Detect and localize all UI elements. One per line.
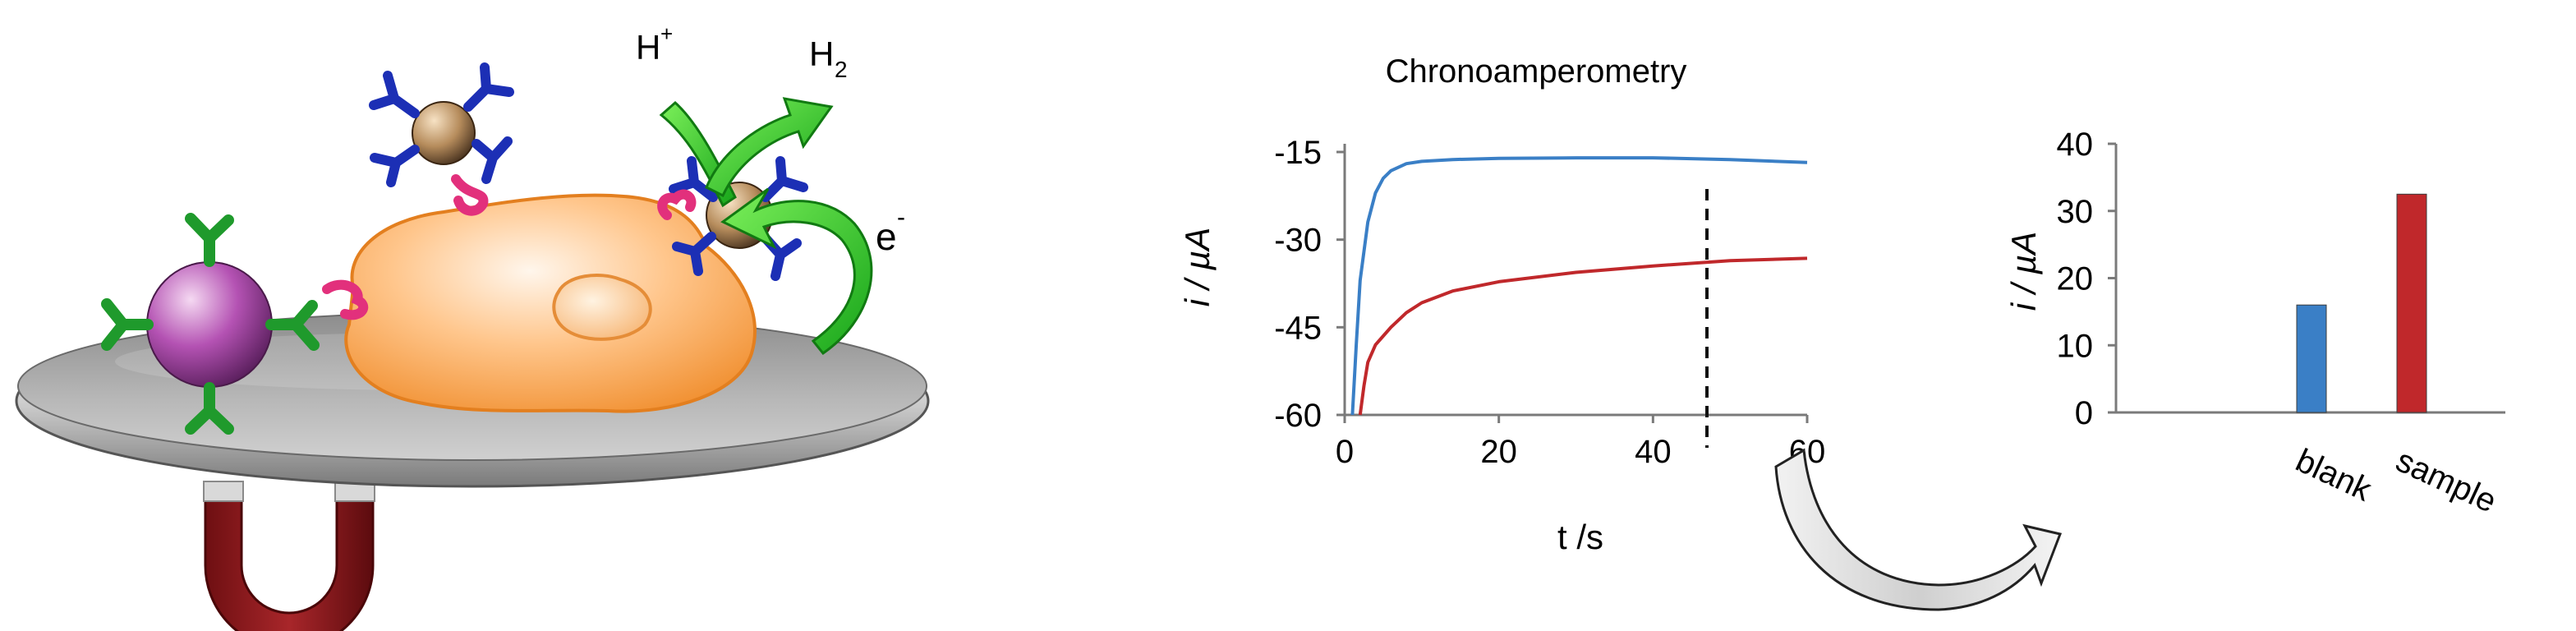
- curved-arrow-icon: [705, 97, 834, 198]
- receptor-icon: [451, 174, 489, 216]
- hydrogen-subscript: 2: [835, 57, 848, 82]
- bar-y-tick-label: 30: [2057, 194, 2094, 230]
- nanoparticle-top: [369, 62, 514, 216]
- bar-y-axis-label: i / µA: [2004, 232, 2043, 311]
- magnetic-bead: [101, 213, 369, 435]
- bar-y-tick-label: 40: [2057, 127, 2094, 163]
- y-tick-label: -60: [1274, 398, 1322, 434]
- receptor-icon: [657, 189, 697, 220]
- series-line-1: [1358, 256, 1808, 416]
- hydrogen-evolution-arrows: [659, 97, 873, 356]
- x-tick-label: 40: [1635, 434, 1672, 470]
- antibody-green-icon: [101, 213, 320, 435]
- bead-receptor-icon: [322, 279, 369, 320]
- magnet-icon: [203, 481, 375, 631]
- cell: [344, 193, 757, 413]
- line-plot-area: 0 20 40 60-15-30-45-60: [1274, 135, 1825, 470]
- proton-charge: +: [660, 21, 673, 46]
- bar-sample: [2396, 193, 2427, 413]
- biosensor-schematic: H + H 2 e -: [15, 21, 930, 631]
- chart-title: Chronoamperometry: [1386, 53, 1687, 90]
- transfer-arrow-icon: [1774, 448, 2063, 611]
- electron-label: e: [876, 215, 897, 258]
- x-axis-label: t /s: [1557, 518, 1603, 556]
- x-tick-label: 20: [1480, 434, 1517, 470]
- y-tick-label: -30: [1274, 223, 1322, 259]
- series-line-0: [1350, 156, 1808, 416]
- bar-blank: [2296, 304, 2327, 413]
- bar-y-tick-label: 20: [2057, 261, 2094, 297]
- cell-nucleus: [552, 274, 652, 341]
- curved-arrow-icon: [720, 187, 873, 356]
- antibody-blue-icon: [369, 62, 514, 187]
- bar-y-tick-label: 0: [2075, 395, 2093, 431]
- bar-category-label: blank: [2290, 442, 2377, 509]
- bar-y-tick-label: 10: [2057, 328, 2094, 364]
- y-tick-label: -45: [1274, 310, 1322, 346]
- hydrogen-label: H: [809, 35, 834, 73]
- y-tick-label: -15: [1274, 135, 1322, 171]
- proton-label: H: [636, 28, 660, 67]
- y-axis-label: i / µA: [1178, 228, 1217, 307]
- chronoamperometry-chart: Chronoamperometry 0 20 40 60-15-30-45-60 i …: [1178, 53, 1825, 556]
- current-bar-chart: 0 10 20 30 40 blank sample i / µA: [2004, 127, 2505, 520]
- electron-charge: -: [897, 204, 905, 231]
- x-tick-label: 0: [1336, 434, 1354, 470]
- bar-category-label: sample: [2390, 442, 2501, 519]
